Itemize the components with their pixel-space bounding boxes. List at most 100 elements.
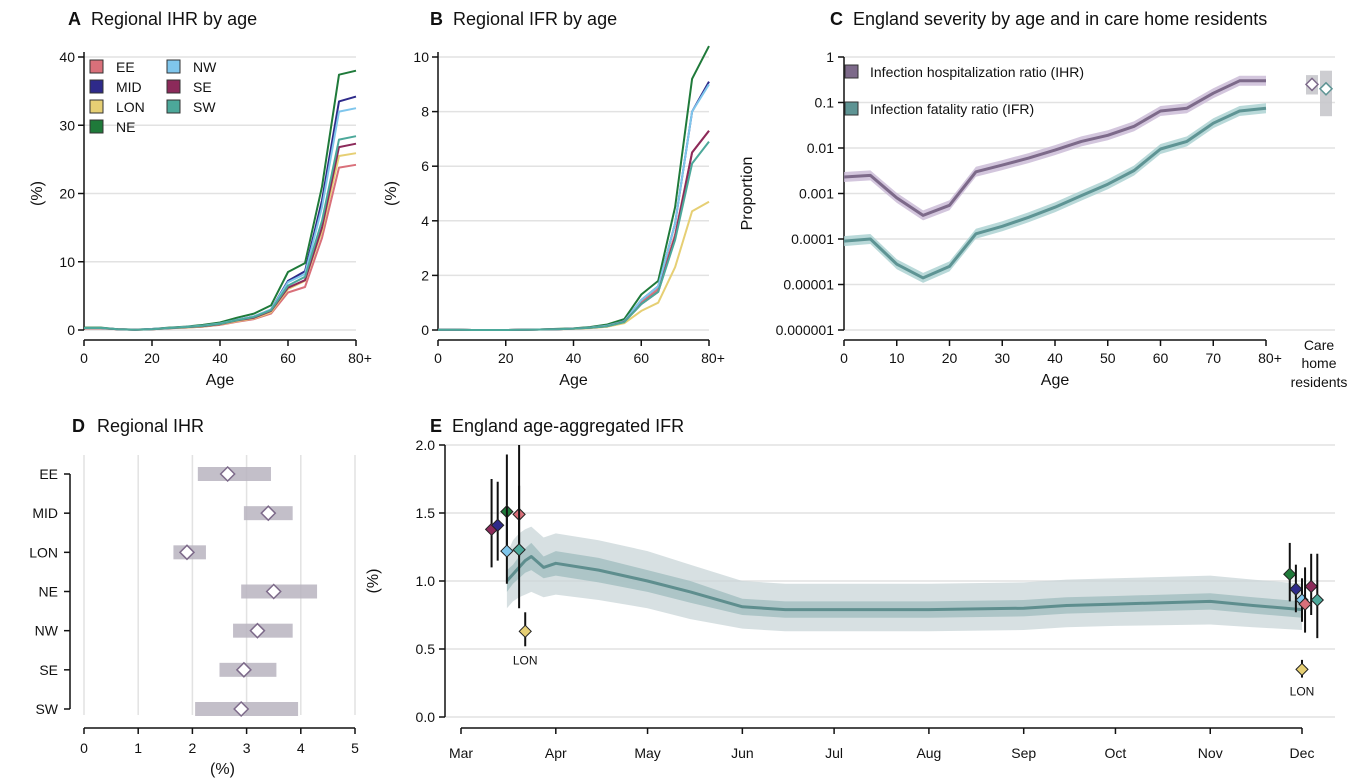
- y-axis-label: (%): [365, 569, 382, 594]
- point-sw: [512, 543, 526, 557]
- legend-swatch-lon: [89, 99, 104, 114]
- x-tick-label: Mar: [449, 745, 473, 761]
- y-axis-label: Proportion: [739, 157, 756, 231]
- care-home-point-ihr: [1304, 77, 1320, 92]
- x-tick-label: Apr: [545, 745, 567, 761]
- x-tick-label: 30: [994, 350, 1010, 366]
- legend-label-lon: LON: [116, 99, 145, 115]
- x-tick-label: 0: [80, 740, 88, 756]
- x-tick-label: Aug: [916, 745, 941, 761]
- panel-e-chart: 0.0 0.5 1.0 1.5 2.0 Mar Apr May Jun Jul Aug Sep Oct N…: [365, 437, 1335, 761]
- x-tick-label: Jun: [731, 745, 754, 761]
- y-tick-label: 0.01: [807, 140, 834, 156]
- x-tick-label: 50: [1100, 350, 1116, 366]
- point-lon: [518, 624, 532, 639]
- x-axis-label: (%): [210, 761, 235, 778]
- y-tick-label-ee: EE: [39, 466, 58, 482]
- point-ee: [219, 465, 236, 483]
- x-tick-label: 4: [297, 740, 305, 756]
- y-tick-label: 10: [59, 254, 75, 270]
- y-tick-label-nw: NW: [35, 623, 59, 639]
- legend-label-ifr: Infection fatality ratio (IFR): [870, 101, 1034, 117]
- point-ee: [1298, 597, 1312, 611]
- point-nw: [249, 622, 266, 639]
- y-tick-label: 1: [826, 49, 834, 65]
- x-tick-label: 1: [134, 740, 142, 756]
- y-tick-label-se: SE: [39, 662, 58, 678]
- y-tick-label: 8: [421, 104, 429, 120]
- x-tick-label: 2: [189, 740, 197, 756]
- x-tick-label: Dec: [1290, 745, 1315, 761]
- panel-b-chart: 0 2 4 6 8 10 0 20 40 60 80+ Age (%): [383, 45, 725, 389]
- legend-swatch-nw: [166, 59, 181, 74]
- y-tick-label: 0.0001: [791, 231, 834, 247]
- legend-label-ne: NE: [116, 119, 135, 135]
- point-label-lon: LON: [1290, 685, 1315, 699]
- legend-swatch-ifr: [844, 101, 859, 116]
- point-sw: [1310, 593, 1324, 607]
- panel-e-title: E England age-aggregated IFR: [430, 416, 684, 436]
- y-tick-label: 1.0: [416, 573, 436, 589]
- legend-swatch-ee: [89, 59, 104, 74]
- x-tick-label: 80+: [1258, 350, 1282, 366]
- y-axis-label: (%): [29, 181, 46, 206]
- x-tick-label: 20: [144, 350, 160, 366]
- x-tick-label: 60: [280, 350, 296, 366]
- x-tick-label: 70: [1205, 350, 1221, 366]
- legend-label-sw: SW: [193, 99, 216, 115]
- legend-swatch-ihr: [844, 64, 859, 79]
- panel-c-title: C England severity by age and in care hom…: [830, 9, 1267, 29]
- care-home-label: residents: [1291, 374, 1348, 390]
- point-mid: [490, 518, 505, 532]
- point-sw: [233, 700, 250, 718]
- series-line-se: [438, 130, 710, 331]
- y-tick-label: 10: [413, 49, 429, 65]
- y-tick-label: 30: [59, 117, 75, 133]
- x-tick-label: May: [634, 745, 660, 761]
- y-tick-label-sw: SW: [35, 701, 58, 717]
- x-tick-label: 3: [243, 740, 251, 756]
- y-tick-label: 0.00001: [783, 277, 834, 293]
- x-tick-label: 5: [351, 740, 359, 756]
- point-ne: [1283, 567, 1297, 581]
- point-nw: [500, 544, 514, 558]
- x-tick-label: 20: [942, 350, 958, 366]
- y-tick-label: 0: [67, 322, 75, 338]
- legend-swatch-se: [166, 79, 181, 94]
- panel-d-chart: 0 1 2 3 4 5 (%) EE MID LON NE NW SE SW: [29, 455, 359, 778]
- point-label-lon: LON: [513, 653, 538, 667]
- point-ne: [265, 583, 282, 600]
- series-line-nw: [438, 83, 710, 331]
- legend-swatch-sw: [166, 99, 181, 114]
- x-tick-label: 60: [633, 350, 649, 366]
- y-tick-label: 0: [421, 322, 429, 338]
- point-lon: [178, 544, 196, 561]
- x-tick-label: Sep: [1011, 745, 1036, 761]
- y-tick-label: 4: [421, 213, 429, 229]
- y-tick-label-mid: MID: [32, 505, 58, 521]
- x-tick-label: Oct: [1105, 745, 1127, 761]
- y-tick-label-ne: NE: [39, 584, 58, 600]
- panel-d-title: D Regional IHR: [72, 416, 204, 436]
- series-line-sw: [438, 140, 710, 331]
- ifr-line: [505, 555, 1303, 612]
- y-tick-label: 0.0: [416, 709, 436, 725]
- x-axis-label: Age: [206, 372, 235, 389]
- y-tick-label: 0.5: [416, 641, 436, 657]
- panel-a-chart: 0 10 20 30 40 0 20 40 60 80+ Age (%) EE MID LON NE NW SE S…: [29, 49, 372, 389]
- x-tick-label: 40: [566, 350, 582, 366]
- x-axis-label: Age: [1041, 372, 1070, 389]
- x-tick-label: 80+: [348, 350, 372, 366]
- y-tick-label-lon: LON: [29, 544, 58, 560]
- x-tick-label: Jul: [825, 745, 843, 761]
- series-line-mid: [438, 81, 710, 331]
- panel-c-chart: 1 0.1 0.01 0.001 0.0001 0.00001 0.000001 0 10 20 3…: [739, 49, 1347, 390]
- ci-inner-band: [506, 542, 1302, 618]
- series-line-ee: [438, 130, 710, 331]
- x-tick-label: 10: [889, 350, 905, 366]
- y-tick-label: 0.001: [799, 186, 834, 202]
- series-line-sw: [84, 135, 357, 331]
- x-tick-label: 40: [212, 350, 228, 366]
- y-tick-label: 40: [59, 49, 75, 65]
